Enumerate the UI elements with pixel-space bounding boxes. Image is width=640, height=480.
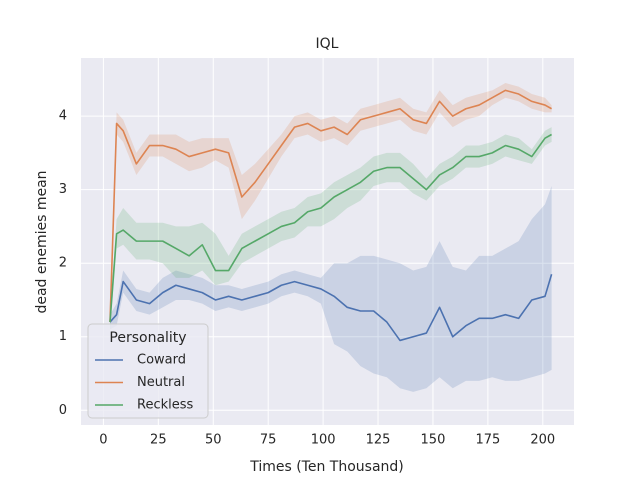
x-tick-label: 100 [311,433,336,448]
x-tick-label: 50 [205,433,222,448]
x-axis-label: Times (Ten Thousand) [249,459,404,475]
confidence-band [110,127,552,330]
series-line [109,89,552,323]
legend-title: Personality [109,330,186,346]
x-tick-label: 150 [421,433,446,448]
series-line [109,133,552,323]
y-tick-label: 4 [59,109,67,124]
grid [81,58,574,425]
y-tick-label: 2 [59,256,67,271]
confidence-band [110,185,552,392]
legend-label: Reckless [137,398,194,413]
lines [109,89,553,342]
legend-label: Neutral [137,375,185,390]
confidence-band [110,83,552,330]
y-tick-label: 1 [59,329,67,344]
ticks: 0 25 50 75 100 125 150 175 200 0 1 2 3 4 [59,109,555,448]
x-tick-label: 125 [366,433,391,448]
legend: Personality Coward Neutral Reckless [87,323,209,419]
chart-title: IQL [316,36,339,52]
bands [110,83,552,392]
x-tick-label: 200 [530,433,555,448]
y-tick-label: 0 [59,403,67,418]
legend-label: Coward [137,353,186,368]
x-tick-label: 25 [150,433,167,448]
series-line [109,273,553,342]
y-tick-label: 3 [59,182,67,197]
y-axis-label: dead enemies mean [34,170,50,313]
x-tick-label: 175 [475,433,500,448]
x-tick-label: 0 [99,433,107,448]
legend-box [87,323,209,419]
x-tick-label: 75 [260,433,277,448]
